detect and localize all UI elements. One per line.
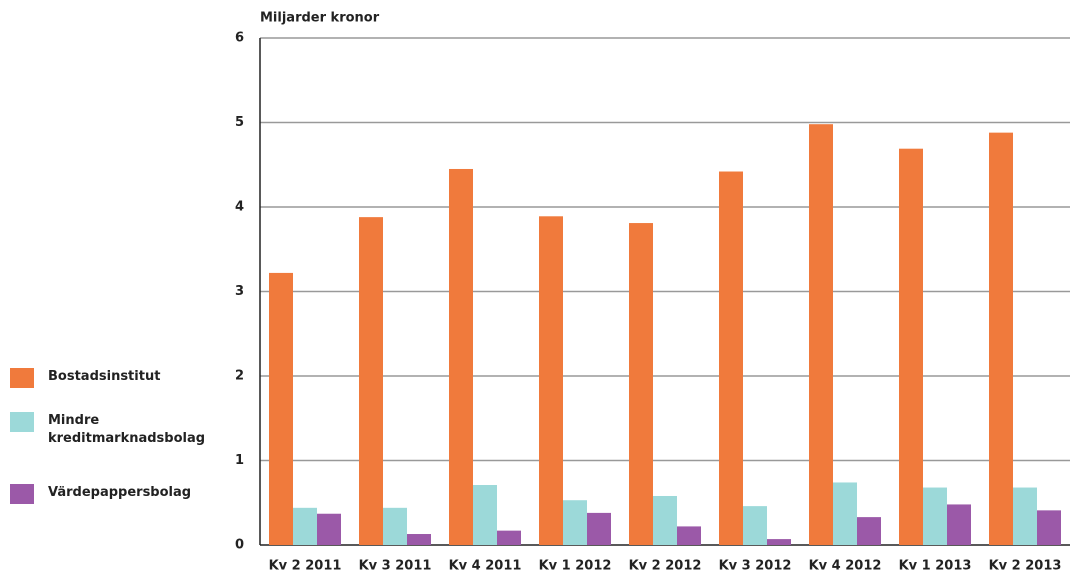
bar [677, 526, 701, 545]
x-tick-label: Kv 2 2012 [629, 559, 702, 574]
bar [383, 507, 407, 545]
y-tick-label: 6 [235, 31, 244, 46]
legend-item: Bostadsinstitut [10, 368, 223, 388]
bar [587, 512, 611, 545]
legend-item: Värdepappersbolag [10, 484, 223, 504]
legend-label: Mindre kreditmarknadsbolag [48, 413, 206, 446]
bar [989, 132, 1013, 545]
bar [923, 487, 947, 545]
bar [473, 485, 497, 545]
x-tick-label: Kv 1 2012 [539, 559, 612, 574]
legend-swatch [10, 484, 34, 504]
x-tick-label: Kv 3 2011 [359, 559, 432, 574]
bar [857, 517, 881, 545]
bar [449, 168, 473, 545]
x-tick-label: Kv 1 2013 [899, 559, 972, 574]
y-tick-label: 4 [235, 200, 244, 215]
y-axis-label: Miljarder kronor [260, 11, 380, 26]
bar [629, 223, 653, 545]
bar [809, 124, 833, 545]
bar [743, 506, 767, 545]
x-tick-label: Kv 2 2011 [269, 559, 342, 574]
x-tick-label: Kv 4 2012 [809, 559, 882, 574]
bar [317, 513, 341, 545]
legend-swatch [10, 368, 34, 388]
bar [359, 217, 383, 545]
legend-swatch [10, 412, 34, 432]
bar [899, 148, 923, 545]
x-tick-label: Kv 4 2011 [449, 559, 522, 574]
bar [1013, 487, 1037, 545]
y-tick-label: 3 [235, 284, 244, 299]
x-tick-label: Kv 2 2013 [989, 559, 1062, 574]
bar [407, 534, 431, 545]
bar [269, 272, 293, 545]
bar [767, 539, 791, 545]
bar [563, 500, 587, 545]
y-tick-label: 2 [235, 369, 244, 384]
bar [293, 507, 317, 545]
bar [719, 171, 743, 545]
bar [497, 530, 521, 545]
x-tick-label: Kv 3 2012 [719, 559, 792, 574]
y-tick-label: 1 [235, 453, 244, 468]
legend-label: Värdepappersbolag [48, 485, 192, 500]
bar [1037, 510, 1061, 545]
y-tick-label: 5 [235, 115, 244, 130]
bar [653, 495, 677, 545]
bar [833, 482, 857, 545]
legend-item: Mindre kreditmarknadsbolag [10, 412, 223, 448]
bar [539, 216, 563, 546]
y-tick-label: 0 [235, 538, 244, 553]
legend-label: Bostadsinstitut [48, 369, 161, 384]
bar [947, 504, 971, 545]
